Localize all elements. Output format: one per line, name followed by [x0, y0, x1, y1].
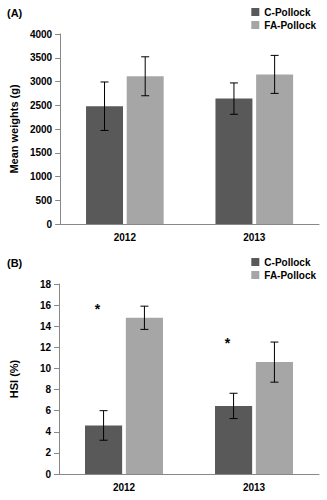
svg-text:2012: 2012 [113, 482, 136, 493]
svg-text:2000: 2000 [30, 124, 53, 135]
svg-text:*: * [95, 301, 101, 317]
svg-text:1500: 1500 [30, 147, 53, 158]
svg-text:2013: 2013 [243, 232, 266, 243]
svg-text:3500: 3500 [30, 52, 53, 63]
svg-text:C-Pollock: C-Pollock [264, 7, 311, 18]
svg-text:(A): (A) [7, 7, 23, 19]
svg-text:4: 4 [45, 426, 51, 437]
svg-text:FA-Pollock: FA-Pollock [264, 270, 316, 281]
svg-text:0: 0 [47, 219, 53, 230]
svg-text:4000: 4000 [30, 29, 53, 40]
svg-text:2012: 2012 [114, 232, 137, 243]
svg-text:18: 18 [40, 279, 52, 290]
svg-text:10: 10 [40, 363, 52, 374]
svg-text:2013: 2013 [243, 482, 266, 493]
svg-text:6: 6 [45, 405, 51, 416]
svg-text:2: 2 [45, 447, 51, 458]
svg-text:*: * [225, 335, 231, 351]
svg-text:16: 16 [40, 300, 52, 311]
svg-text:1000: 1000 [30, 171, 53, 182]
svg-text:Mean weights (g): Mean weights (g) [8, 84, 20, 174]
svg-text:HSI (%): HSI (%) [8, 359, 20, 398]
svg-text:2500: 2500 [30, 100, 53, 111]
svg-text:500: 500 [35, 195, 52, 206]
svg-text:14: 14 [40, 321, 52, 332]
svg-text:12: 12 [40, 342, 52, 353]
svg-text:3000: 3000 [30, 76, 53, 87]
svg-text:8: 8 [45, 384, 51, 395]
svg-text:0: 0 [45, 469, 51, 480]
svg-text:C-Pollock: C-Pollock [264, 257, 311, 268]
svg-text:FA-Pollock: FA-Pollock [264, 20, 316, 31]
svg-text:(B): (B) [7, 257, 23, 269]
